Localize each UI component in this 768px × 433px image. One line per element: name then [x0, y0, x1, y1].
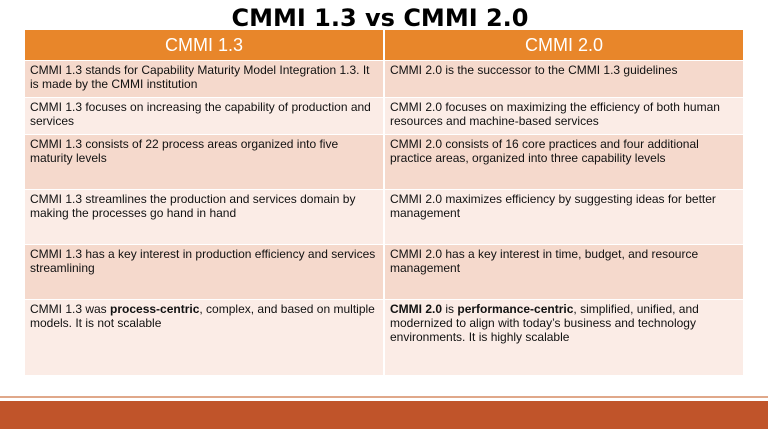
- cell-text: , simplified, unified, and modernized to…: [390, 302, 699, 344]
- cell-bold-text: performance-centric: [457, 302, 574, 316]
- cell-cmmi-2-0: CMMI 2.0 focuses on maximizing the effic…: [384, 97, 743, 135]
- header-cmmi-2-0: CMMI 2.0: [384, 30, 743, 61]
- cell-text: , complex, and based on multiple models.…: [30, 302, 375, 330]
- cell-cmmi-1-3: CMMI 1.3 focuses on increasing the capab…: [25, 97, 385, 135]
- cell-cmmi-2-0: CMMI 2.0 is performance-centric, simplif…: [384, 299, 743, 375]
- footer-band: [0, 401, 768, 429]
- cell-cmmi-1-3: CMMI 1.3 stands for Capability Maturity …: [25, 60, 385, 98]
- cell-cmmi-1-3: CMMI 1.3 has a key interest in productio…: [25, 244, 385, 300]
- cell-cmmi-2-0: CMMI 2.0 maximizes efficiency by suggest…: [384, 189, 743, 245]
- cell-cmmi-2-0: CMMI 2.0 is the successor to the CMMI 1.…: [384, 60, 743, 98]
- cell-text: is: [442, 302, 458, 316]
- table-row: CMMI 1.3 stands for Capability Maturity …: [25, 60, 743, 98]
- header-cmmi-1-3: CMMI 1.3: [25, 30, 385, 61]
- cell-bold-text: CMMI 2.0: [390, 302, 443, 316]
- table-row: CMMI 1.3 has a key interest in productio…: [25, 244, 743, 300]
- table-row: CMMI 1.3 consists of 22 process areas or…: [25, 134, 743, 190]
- cell-text: CMMI 1.3 was: [30, 302, 111, 316]
- table-row: CMMI 1.3 was process-centric, complex, a…: [25, 299, 743, 375]
- slide-title: CMMI 1.3 vs CMMI 2.0: [231, 4, 529, 32]
- cell-bold-text: process-centric: [110, 302, 200, 316]
- comparison-table: CMMI 1.3 CMMI 2.0 CMMI 1.3 stands for Ca…: [25, 30, 743, 375]
- table-row: CMMI 1.3 streamlines the production and …: [25, 189, 743, 245]
- cell-cmmi-1-3: CMMI 1.3 streamlines the production and …: [25, 189, 385, 245]
- footer-divider: [0, 396, 768, 398]
- cell-cmmi-2-0: CMMI 2.0 consists of 16 core practices a…: [384, 134, 743, 190]
- cell-cmmi-1-3: CMMI 1.3 was process-centric, complex, a…: [25, 299, 385, 375]
- cell-cmmi-2-0: CMMI 2.0 has a key interest in time, bud…: [384, 244, 743, 300]
- table-header-row: CMMI 1.3 CMMI 2.0: [25, 30, 743, 61]
- table-row: CMMI 1.3 focuses on increasing the capab…: [25, 97, 743, 135]
- cell-cmmi-1-3: CMMI 1.3 consists of 22 process areas or…: [25, 134, 385, 190]
